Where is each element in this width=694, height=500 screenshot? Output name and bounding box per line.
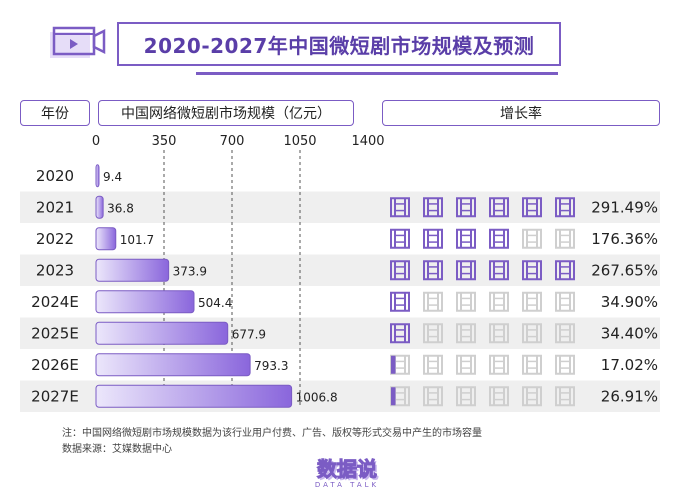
film-strip-icon <box>390 291 410 312</box>
year-label: 2024E <box>31 293 79 311</box>
film-strip-icon <box>489 323 509 344</box>
film-strip-icon <box>456 260 476 281</box>
growth-rate-label: 291.49% <box>591 198 658 216</box>
film-strip-icon <box>489 354 509 375</box>
film-strip-icon <box>489 291 509 312</box>
film-strip-icon <box>423 197 443 218</box>
bar <box>95 290 195 314</box>
film-strip-icon <box>522 386 542 407</box>
film-strip-icon <box>390 228 410 249</box>
bar <box>95 321 229 345</box>
title-underline <box>196 72 558 75</box>
film-strip-icon-partial <box>391 387 396 406</box>
film-strip-icon <box>522 197 542 218</box>
row-band <box>20 191 660 223</box>
film-strip-icon <box>456 323 476 344</box>
film-strip-icon <box>489 260 509 281</box>
film-strip-icon <box>555 197 575 218</box>
film-strip-icon <box>423 323 443 344</box>
chart-note: 注：中国网络微短剧市场规模数据为该行业用户付费、广告、版权等形式交易中产生的市场… <box>62 428 482 439</box>
film-strip-icon-partial <box>391 355 396 374</box>
film-strip-icon <box>555 323 575 344</box>
brand-logo: 数据说 DATA TALK <box>300 458 394 490</box>
film-strip-icon <box>456 386 476 407</box>
bar-value-label: 677.9 <box>232 327 266 341</box>
film-strip-icon <box>456 228 476 249</box>
header-market-size: 中国网络微短剧市场规模（亿元） <box>98 100 354 126</box>
growth-rate-label: 176.36% <box>591 230 658 248</box>
growth-rate-label: 267.65% <box>591 261 658 279</box>
bar-value-label: 9.4 <box>103 170 122 184</box>
year-label: 2022 <box>36 230 74 248</box>
film-strip-icon <box>522 291 542 312</box>
chart-source: 数据来源：艾媒数据中心 <box>62 444 172 455</box>
film-strip-icon <box>555 354 575 375</box>
growth-rate-label: 26.91% <box>601 387 658 405</box>
video-camera-icon <box>46 24 108 64</box>
year-label: 2027E <box>31 387 79 405</box>
bar <box>95 164 100 188</box>
bar-value-label: 1006.8 <box>296 390 338 404</box>
x-tick-label: 1050 <box>283 134 316 149</box>
film-strip-icon <box>423 260 443 281</box>
x-tick-label: 1400 <box>351 134 384 149</box>
film-strip-icon <box>555 291 575 312</box>
film-strip-icon <box>555 386 575 407</box>
year-label: 2021 <box>36 198 74 216</box>
chart-title-box: 2020-2027年中国微短剧市场规模及预测 <box>117 22 561 66</box>
film-strip-icon <box>456 197 476 218</box>
year-label: 2020 <box>36 167 74 185</box>
x-tick-label: 0 <box>92 134 100 149</box>
header-year: 年份 <box>20 100 90 126</box>
bar <box>95 258 170 282</box>
x-tick-label: 350 <box>152 134 177 149</box>
bar-value-label: 504.4 <box>198 296 232 310</box>
film-strip-icon <box>423 354 443 375</box>
bar-value-label: 101.7 <box>120 233 154 247</box>
growth-rate-label: 17.02% <box>601 356 658 374</box>
film-strip-icon <box>555 260 575 281</box>
film-strip-icon <box>489 228 509 249</box>
year-label: 2023 <box>36 261 74 279</box>
header-growth-rate: 增长率 <box>382 100 660 126</box>
bar-value-label: 793.3 <box>254 359 288 373</box>
film-strip-icon <box>423 291 443 312</box>
bar-value-label: 373.9 <box>173 264 207 278</box>
x-tick-label: 700 <box>220 134 245 149</box>
year-label: 2026E <box>31 356 79 374</box>
brand-subtitle: DATA TALK <box>314 481 380 489</box>
film-strip-icon <box>423 228 443 249</box>
bar <box>95 227 117 251</box>
year-label: 2025E <box>31 324 79 342</box>
growth-rate-label: 34.40% <box>601 324 658 342</box>
film-strip-icon <box>390 260 410 281</box>
film-strip-icon <box>390 197 410 218</box>
film-strip-icon <box>489 386 509 407</box>
growth-rate-label: 34.90% <box>601 293 658 311</box>
film-strip-icon <box>522 228 542 249</box>
film-strip-icon <box>423 386 443 407</box>
bar-value-label: 36.8 <box>107 201 134 215</box>
film-strip-icon <box>522 260 542 281</box>
film-strip-icon <box>522 323 542 344</box>
bar <box>95 384 293 408</box>
bar <box>95 195 104 219</box>
film-strip-icon <box>390 323 410 344</box>
brand-name: 数据说 <box>317 457 378 481</box>
chart-title: 2020-2027年中国微短剧市场规模及预测 <box>143 33 535 58</box>
film-strip-icon <box>555 228 575 249</box>
film-strip-icon <box>456 291 476 312</box>
film-strip-icon <box>522 354 542 375</box>
bar <box>95 353 251 377</box>
film-strip-icon <box>456 354 476 375</box>
film-strip-icon <box>489 197 509 218</box>
